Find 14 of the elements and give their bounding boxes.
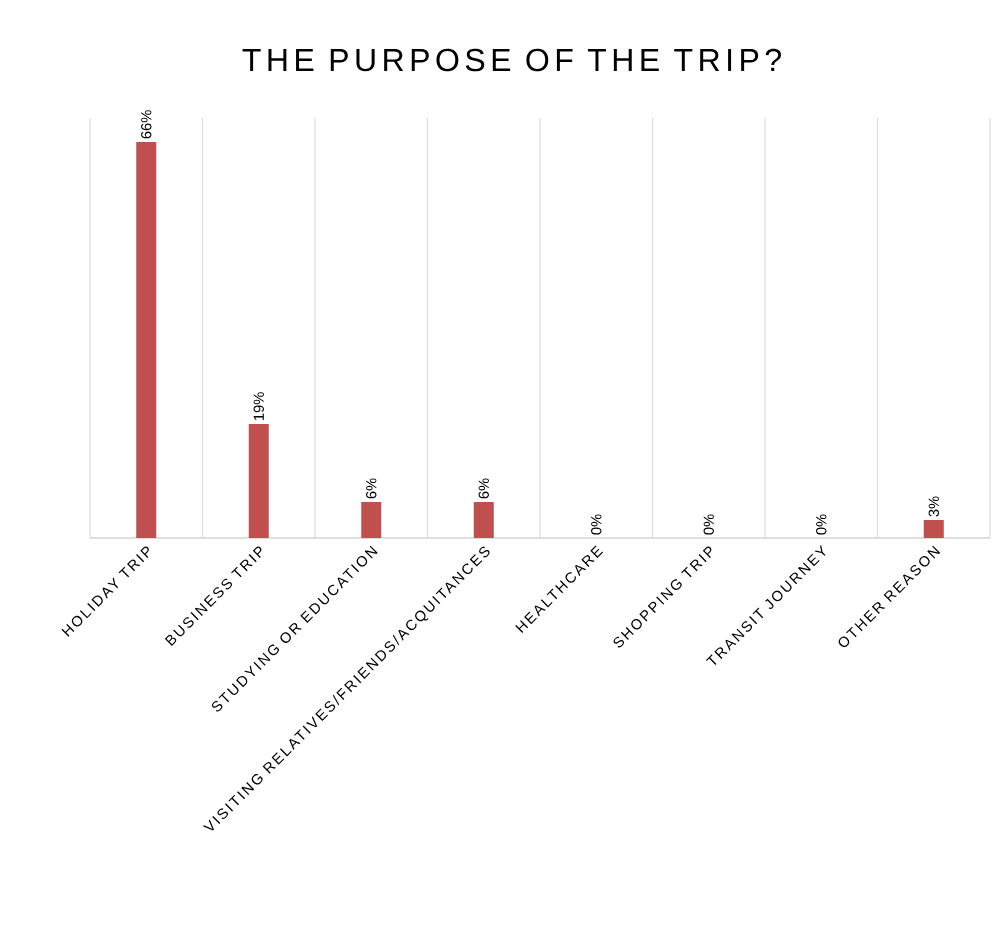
data-label: 0% (816, 514, 827, 535)
data-label: 3% (928, 496, 939, 517)
data-label: 6% (478, 478, 489, 499)
bar (473, 502, 494, 538)
data-label: 6% (366, 478, 377, 499)
bar (923, 520, 944, 538)
data-label: 66% (141, 110, 152, 139)
data-label: 19% (253, 392, 264, 420)
data-label: 0% (703, 514, 714, 535)
chart-title: THE PURPOSE OF THE TRIP? (242, 48, 781, 72)
bar (248, 424, 269, 538)
bar (361, 502, 382, 538)
data-label: 0% (591, 514, 602, 535)
bar (136, 142, 157, 538)
